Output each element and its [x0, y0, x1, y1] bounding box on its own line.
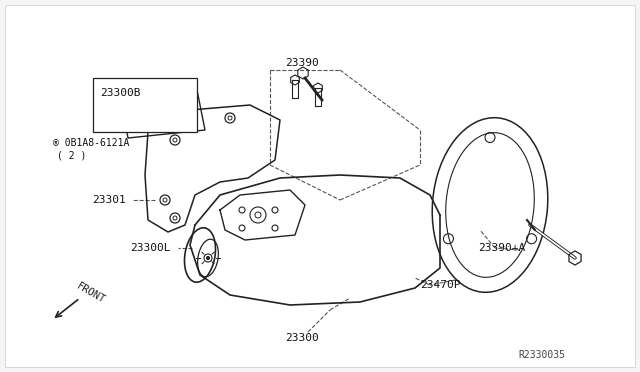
Circle shape	[239, 207, 245, 213]
Text: 23300B: 23300B	[100, 88, 141, 98]
FancyBboxPatch shape	[5, 5, 635, 367]
Text: R2330035: R2330035	[518, 350, 565, 360]
Circle shape	[239, 225, 245, 231]
Circle shape	[272, 225, 278, 231]
Text: 23300L: 23300L	[130, 243, 170, 253]
Text: ( 2 ): ( 2 )	[58, 150, 86, 160]
Text: 23390+A: 23390+A	[478, 243, 525, 253]
Text: 23390: 23390	[285, 58, 319, 68]
Text: ® 0B1A8-6121A: ® 0B1A8-6121A	[53, 138, 129, 148]
Text: 23300: 23300	[285, 333, 319, 343]
Text: 23470P: 23470P	[420, 280, 461, 290]
Text: FRONT: FRONT	[75, 281, 107, 305]
FancyBboxPatch shape	[93, 78, 197, 132]
Circle shape	[272, 207, 278, 213]
Circle shape	[207, 257, 209, 260]
Text: 23301: 23301	[92, 195, 125, 205]
